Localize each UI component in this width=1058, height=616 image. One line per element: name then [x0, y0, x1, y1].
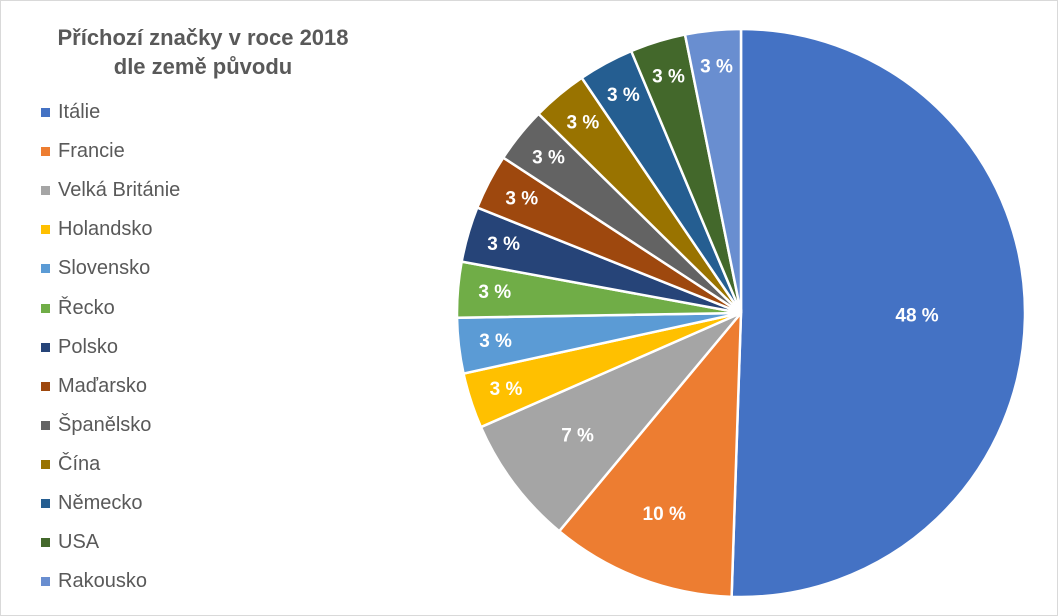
data-label: 3 %: [505, 189, 538, 210]
chart-title-line2: dle země původu: [113, 54, 293, 79]
pie-slice: [730, 27, 1027, 599]
legend-item: Řecko: [41, 288, 180, 327]
legend-swatch: [41, 264, 50, 274]
legend-swatch: [41, 381, 50, 391]
data-label: 3 %: [478, 282, 511, 303]
legend-item: Španělsko: [41, 406, 180, 445]
chart-title: Příchozí značky v roce 2018 dle země pův…: [21, 23, 385, 81]
legend-item: Slovensko: [41, 249, 180, 288]
legend-label: Španělsko: [58, 413, 152, 436]
data-label: 3 %: [700, 57, 733, 78]
legend-swatch: [41, 577, 50, 587]
legend-label: Velká Británie: [58, 179, 181, 202]
data-label: 3 %: [607, 85, 640, 106]
legend-item: USA: [41, 523, 180, 562]
data-label: 3 %: [487, 234, 520, 255]
legend-label: Řecko: [58, 296, 115, 319]
legend-item: Velká Británie: [41, 171, 180, 210]
legend-swatch: [41, 342, 50, 352]
legend-label: Slovensko: [58, 257, 151, 280]
legend-item: Polsko: [41, 328, 180, 367]
data-label: 7 %: [561, 425, 594, 446]
pie-slice: [557, 309, 743, 599]
legend-item: Čína: [41, 445, 180, 484]
legend-item: Maďarsko: [41, 367, 180, 406]
data-label: 3 %: [652, 66, 685, 87]
legend-item: Itálie: [41, 93, 180, 132]
legend-label: Rakousko: [58, 570, 147, 593]
legend-swatch: [41, 538, 50, 548]
data-label: 3 %: [490, 379, 523, 400]
legend-swatch: [41, 459, 50, 469]
legend-label: Maďarsko: [58, 374, 147, 397]
data-label: 48 %: [895, 305, 938, 326]
chart-title-line1: Příchozí značky v roce 2018: [57, 25, 349, 50]
legend-label: Francie: [58, 140, 125, 163]
legend-label: Itálie: [58, 101, 101, 124]
data-label: 3 %: [479, 331, 512, 352]
pie-slice: [683, 27, 743, 314]
legend-item: Rakousko: [41, 562, 180, 601]
legend-label: Polsko: [58, 335, 119, 358]
pie-slice: [479, 311, 742, 533]
legend-swatch: [41, 186, 50, 196]
data-label: 10 %: [643, 504, 686, 525]
data-label: 3 %: [532, 148, 565, 169]
data-label: 3 %: [567, 113, 600, 134]
chart-legend: Itálie Francie Velká Británie Holandsko Slov…: [41, 93, 180, 601]
legend-item: Holandsko: [41, 210, 180, 249]
legend-label: USA: [58, 531, 100, 554]
legend-swatch: [41, 147, 50, 157]
legend-label: Německo: [58, 491, 143, 514]
legend-swatch: [41, 420, 50, 430]
legend-item: Německo: [41, 484, 180, 523]
legend-label: Čína: [58, 452, 101, 475]
legend-swatch: [41, 303, 50, 313]
legend-swatch: [41, 225, 50, 235]
legend-label: Holandsko: [58, 218, 153, 241]
legend-item: Francie: [41, 132, 180, 171]
legend-swatch: [41, 108, 50, 118]
legend-swatch: [41, 498, 50, 508]
